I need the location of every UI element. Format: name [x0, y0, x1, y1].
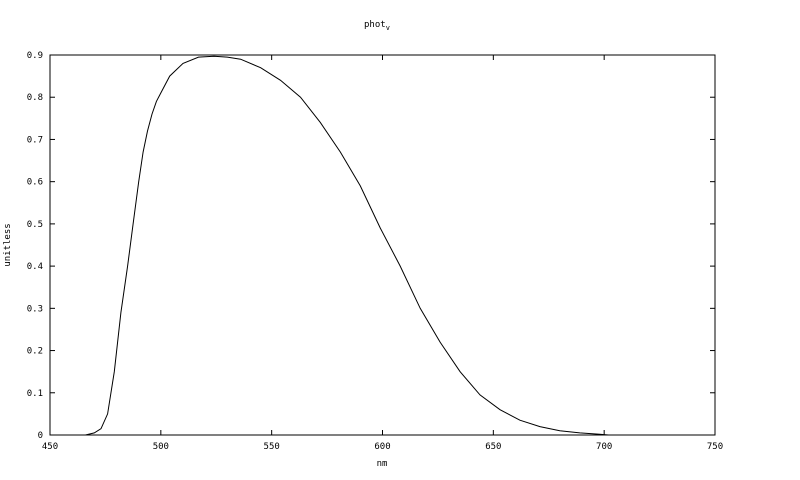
y-tick-label: 0.8 — [27, 93, 43, 103]
x-tick-label: 550 — [264, 442, 280, 452]
y-tick-label: 0 — [38, 431, 43, 441]
x-axis-label: nm — [377, 459, 388, 469]
chart-title: photv — [364, 20, 390, 32]
x-tick-label: 600 — [374, 442, 390, 452]
x-tick-label: 700 — [596, 442, 612, 452]
y-tick-label: 0.4 — [27, 262, 43, 272]
x-tick-label: 750 — [707, 442, 723, 452]
y-tick-label: 0.5 — [27, 220, 43, 230]
x-tick-label: 650 — [485, 442, 501, 452]
y-axis: 0 0.1 0.2 0.3 0.4 0.5 0.6 0.7 0.8 0.9 — [27, 51, 715, 441]
y-tick-label: 0.6 — [27, 178, 43, 188]
plot-frame — [49, 54, 716, 436]
y-tick-label: 0.9 — [27, 51, 43, 61]
y-tick-label: 0.7 — [27, 135, 43, 145]
x-tick-label: 500 — [153, 442, 169, 452]
y-tick-label: 0.1 — [27, 389, 43, 399]
y-tick-label: 0.2 — [27, 347, 43, 357]
x-axis: 450 500 550 600 650 700 750 — [42, 55, 723, 452]
y-axis-label: unitless — [3, 223, 13, 266]
y-tick-label: 0.3 — [27, 304, 43, 314]
x-tick-label: 450 — [42, 442, 58, 452]
series-line — [50, 55, 609, 436]
